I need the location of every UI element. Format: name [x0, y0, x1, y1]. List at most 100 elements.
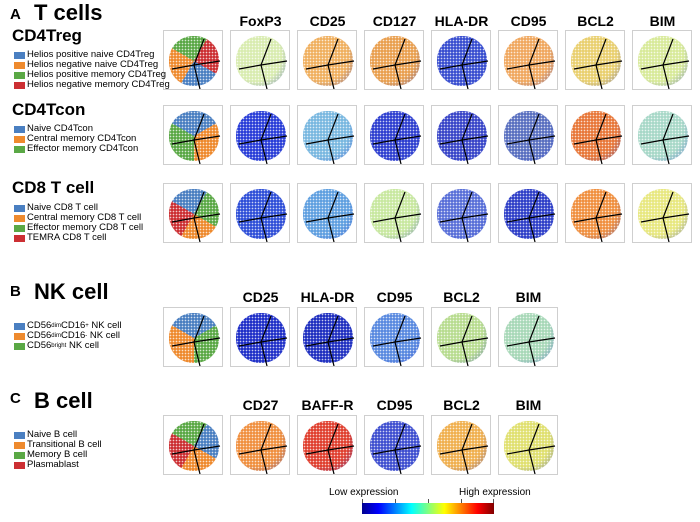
gate-boundary-line [461, 217, 469, 242]
gate-boundary-line [595, 113, 607, 141]
gate-boundary-line [640, 139, 664, 145]
marker-header-hla-dr: HLA-DR [300, 289, 355, 305]
tsne-phenotype-plot [163, 415, 223, 475]
marker-header-cd27: CD27 [242, 397, 279, 413]
gate-boundary-line [193, 449, 201, 474]
population-title: CD4Treg [12, 26, 82, 45]
gate-lines [238, 423, 288, 474]
gate-boundary-line [528, 135, 556, 141]
gate-boundary-line [394, 113, 406, 141]
gate-boundary-line [461, 38, 473, 66]
tsne-point-texture [504, 189, 554, 239]
gate-boundary-line [327, 315, 339, 343]
gate-lines [238, 315, 288, 366]
tsne-expression-plot [364, 30, 424, 90]
tsne-phenotype-plot [163, 183, 223, 243]
tsne-phenotype-plot [163, 105, 223, 165]
legend-swatch [14, 322, 25, 330]
gate-boundary-line [305, 217, 329, 223]
gate-boundary-line [238, 64, 262, 70]
tsne-point-texture [437, 421, 487, 471]
legend-label: Plasmablast [27, 459, 79, 470]
gate-lines [305, 315, 355, 366]
tsne-expression-plot [498, 415, 558, 475]
gate-boundary-line [528, 341, 536, 366]
legend-swatch [14, 145, 25, 153]
gate-boundary-line [528, 337, 556, 343]
legend-superscript: dim [51, 323, 61, 329]
gate-boundary-line [439, 217, 463, 223]
gate-boundary-line [461, 213, 489, 219]
gate-boundary-line [327, 135, 355, 141]
tsne-expression-plot [565, 183, 625, 243]
gate-boundary-line [260, 449, 268, 474]
marker-header-baff-r: BAFF-R [301, 397, 354, 413]
marker-header-bim: BIM [515, 397, 542, 413]
tsne-point-texture [236, 36, 286, 86]
gate-lines [506, 315, 556, 366]
gate-lines [506, 191, 556, 242]
tsne-point-texture [303, 36, 353, 86]
gate-lines [573, 191, 623, 242]
marker-header-cd95: CD95 [376, 289, 413, 305]
legend-label: Effector memory CD4Tcon [27, 143, 139, 154]
gate-boundary-line [394, 445, 422, 451]
tsne-point-texture [370, 421, 420, 471]
gate-boundary-line [171, 217, 195, 223]
gate-boundary-line [238, 341, 262, 347]
legend-item: Helios negative naive CD4Treg [14, 60, 170, 70]
tsne-point-texture [169, 313, 219, 363]
marker-header-cd25: CD25 [309, 13, 346, 29]
gate-boundary-line [394, 315, 406, 343]
legend-label: Helios negative naive CD4Treg [27, 59, 159, 70]
tsne-expression-plot [431, 307, 491, 367]
gate-boundary-line [595, 38, 607, 66]
tsne-point-texture [303, 111, 353, 161]
gate-boundary-line [260, 341, 268, 366]
gate-lines [372, 423, 422, 474]
gate-boundary-line [327, 445, 355, 451]
expression-colorbar [362, 503, 494, 514]
gate-boundary-line [372, 449, 396, 455]
gate-boundary-line [461, 191, 473, 219]
gate-lines [439, 191, 489, 242]
gate-lines [640, 113, 690, 164]
gate-lines [573, 38, 623, 89]
section-title-t-cells: T cells [34, 0, 103, 25]
legend-swatch [14, 332, 25, 340]
gate-boundary-line [394, 38, 406, 66]
gate-lines [171, 423, 221, 474]
legend-label: NK cell [87, 330, 120, 341]
legend-item: Central memory CD4Tcon [14, 134, 138, 144]
gate-boundary-line [439, 64, 463, 70]
legend-item: Helios positive naive CD4Treg [14, 50, 170, 60]
gate-boundary-line [595, 135, 623, 141]
gate-boundary-line [327, 213, 355, 219]
population-title: CD4Tcon [12, 100, 86, 119]
gate-boundary-line [528, 191, 540, 219]
gate-lines [372, 113, 422, 164]
gate-boundary-line [327, 423, 339, 451]
legend-label: Transitional B cell [27, 439, 102, 450]
legend-label: NK cell [66, 340, 100, 351]
gate-boundary-line [640, 64, 664, 70]
legend-swatch [14, 125, 25, 133]
gate-boundary-line [171, 139, 195, 145]
gate-boundary-line [528, 38, 540, 66]
gate-boundary-line [439, 341, 463, 347]
tsne-point-texture [638, 111, 688, 161]
gate-boundary-line [260, 60, 288, 66]
gate-boundary-line [461, 315, 473, 343]
marker-header-bcl2: BCL2 [443, 289, 480, 305]
marker-header-hla-dr: HLA-DR [434, 13, 489, 29]
tsne-point-texture [638, 36, 688, 86]
gate-boundary-line [193, 60, 221, 66]
tsne-expression-plot [498, 307, 558, 367]
legend-swatch [14, 441, 25, 449]
legend-item: Transitional B cell [14, 440, 102, 450]
gate-boundary-line [528, 64, 536, 89]
tsne-expression-plot [297, 415, 357, 475]
gate-boundary-line [327, 341, 335, 366]
gate-lines [439, 38, 489, 89]
legend-item: Naive CD4Tcon [14, 124, 138, 134]
